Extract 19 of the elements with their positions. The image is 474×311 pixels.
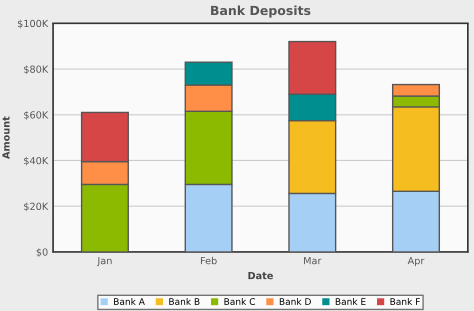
x-tick-label: Mar bbox=[304, 257, 322, 264]
y-tick-label: $80K bbox=[24, 65, 48, 74]
legend-label: Bank F bbox=[390, 298, 420, 305]
y-tick-label: $0 bbox=[36, 248, 48, 258]
legend-label: Bank D bbox=[280, 298, 311, 305]
legend-label: Bank A bbox=[114, 298, 145, 305]
x-tick-label: Apr bbox=[408, 257, 424, 266]
y-tick-label: $60K bbox=[24, 111, 48, 120]
x-tick-label: Jan bbox=[96, 257, 112, 266]
legend-label: Bank E bbox=[336, 298, 366, 305]
y-tick-label: $20K bbox=[24, 202, 48, 212]
y-tick-label: $40K bbox=[24, 156, 48, 166]
legend-label: Bank B bbox=[169, 298, 200, 305]
legend-label: Bank C bbox=[224, 298, 255, 305]
x-axis-title: Date bbox=[248, 272, 273, 280]
x-tick-label: Feb bbox=[200, 256, 217, 264]
chart-title: Bank Deposits bbox=[211, 5, 310, 18]
y-tick-label: $100K bbox=[18, 20, 48, 28]
y-axis-title: Amount bbox=[2, 116, 10, 159]
